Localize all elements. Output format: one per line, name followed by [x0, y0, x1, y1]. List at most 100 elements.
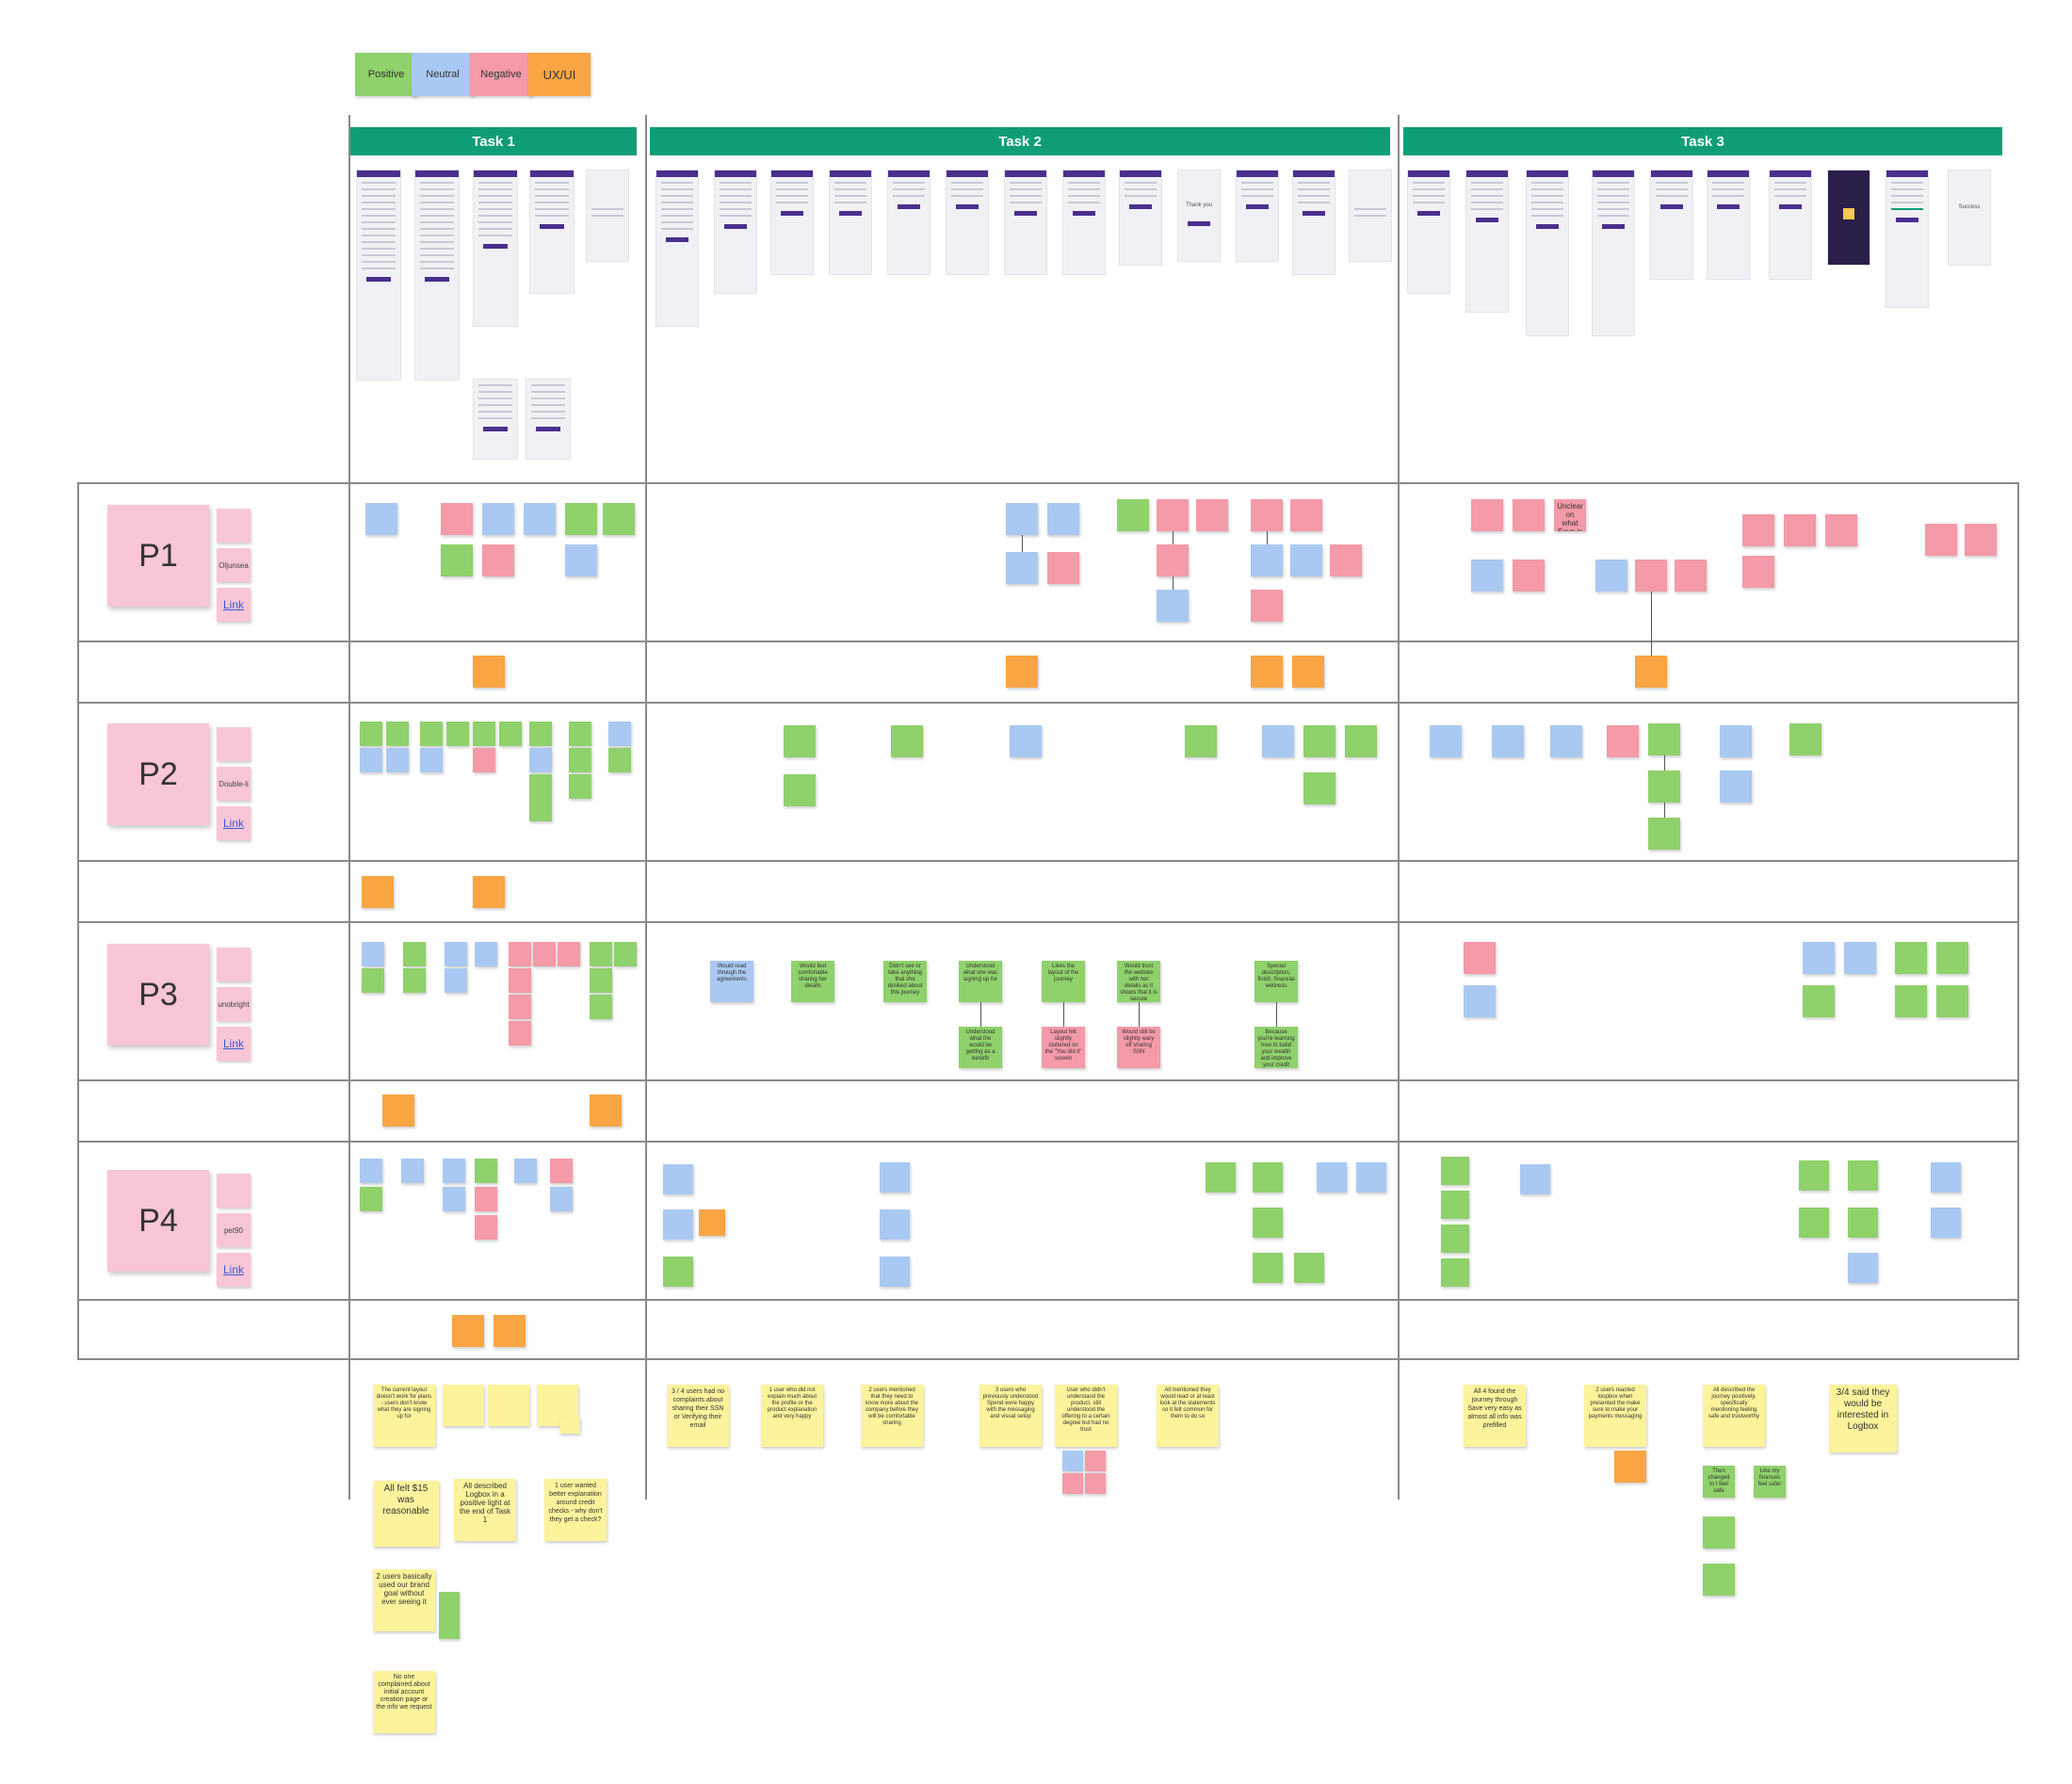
sticky-note — [891, 725, 923, 757]
sticky-note — [1290, 544, 1322, 576]
p4-recording-link[interactable]: Link — [217, 1253, 251, 1287]
sticky-note — [362, 942, 384, 966]
sticky-note-layout-cluttered: Layout felt slightly cluttered on the "Y… — [1042, 1027, 1085, 1068]
legend-positive: Positive — [355, 53, 417, 96]
sticky-note — [401, 1159, 424, 1183]
connector — [1664, 755, 1665, 770]
sticky-note — [1703, 1564, 1735, 1596]
sticky-note — [360, 722, 382, 746]
sticky-note — [1742, 514, 1774, 546]
p3-recording-link[interactable]: Link — [217, 1027, 251, 1061]
sticky-note — [1825, 514, 1857, 546]
summary-task2-didnt-understand: User who didn't understand the product, … — [1055, 1385, 1117, 1447]
sticky-note — [1520, 1164, 1550, 1194]
row-divider-9 — [77, 1358, 2019, 1360]
sticky-note — [1848, 1208, 1878, 1238]
p2-demographic — [217, 727, 251, 761]
sticky-note — [1290, 499, 1322, 531]
summary-task3-interested: 3/4 said they would be interested in Log… — [1829, 1385, 1897, 1452]
task2-screen-10: Thank you — [1177, 170, 1221, 262]
task2-screen-3 — [770, 170, 814, 275]
p2-recording-link[interactable]: Link — [217, 806, 251, 840]
sticky-note — [1703, 1516, 1735, 1549]
task-2-header: Task 2 — [650, 127, 1390, 155]
sticky-note — [1345, 725, 1377, 757]
sticky-note — [614, 942, 637, 966]
sticky-note — [565, 544, 597, 576]
sticky-note — [550, 1159, 573, 1183]
summary-task3-journey: All 4 found the journey through Save ver… — [1464, 1385, 1526, 1447]
task3-screen-8 — [1827, 170, 1870, 266]
p1-demographic — [217, 509, 251, 543]
sticky-note — [1117, 499, 1149, 531]
summary-note — [443, 1385, 484, 1426]
task3-screen-6 — [1707, 170, 1750, 280]
sticky-note — [475, 942, 497, 966]
task2-screen-9 — [1119, 170, 1162, 266]
summary-task1-brand-goal: 2 users basically used our brand goal wi… — [373, 1569, 435, 1631]
p1-username: Oljunsea — [217, 548, 251, 582]
sticky-note-didnt-see: Didn't see or take anything that she dis… — [883, 961, 927, 1002]
sticky-note — [1253, 1162, 1283, 1192]
sticky-note — [1848, 1160, 1878, 1191]
sticky-note-felt-comfortable: Would feel comfortable sharing her detai… — [791, 961, 834, 1002]
sticky-note — [1047, 503, 1079, 535]
sticky-note — [1085, 1473, 1106, 1494]
sticky-note — [482, 503, 514, 535]
task2-screen-4 — [829, 170, 872, 275]
sticky-note — [1784, 514, 1816, 546]
sticky-note — [475, 1187, 497, 1211]
sticky-note-wary-ssn: Would still be slightly wary off sharing… — [1117, 1027, 1160, 1068]
sticky-note — [529, 748, 552, 772]
task2-screen-8 — [1062, 170, 1106, 275]
sticky-note — [445, 968, 467, 993]
connector — [1022, 535, 1023, 552]
task1-screen-7 — [526, 379, 571, 460]
sticky-note — [473, 876, 505, 908]
sticky-note — [1441, 1191, 1469, 1219]
sticky-note — [514, 1159, 537, 1183]
sticky-note — [1251, 544, 1283, 576]
summary-task2-ssn: 3 / 4 users had no complaints about shar… — [667, 1385, 729, 1447]
sticky-note — [1330, 544, 1362, 576]
sticky-note — [565, 503, 597, 535]
summary-task2-previously: 3 users who previously understood Spend … — [979, 1385, 1042, 1447]
summary-task1-no-complaints: No one complained about initial account … — [373, 1671, 435, 1733]
sticky-note — [1251, 656, 1283, 688]
sticky-note — [569, 722, 591, 746]
sticky-note — [1251, 590, 1283, 622]
sticky-note — [529, 722, 552, 746]
task1-screen-3 — [473, 170, 518, 327]
connector — [980, 1002, 981, 1027]
sticky-note — [1936, 985, 1968, 1017]
sticky-note — [1931, 1208, 1961, 1238]
sticky-note — [1157, 544, 1189, 576]
sticky-note — [603, 503, 635, 535]
summary-note — [488, 1385, 529, 1426]
participant-p1: P1 — [107, 505, 209, 607]
sticky-note — [1294, 1253, 1324, 1283]
summary-task1-price: All felt $15 was reasonable — [373, 1481, 439, 1547]
sticky-note — [482, 544, 514, 576]
sticky-note — [446, 722, 469, 746]
task-3-header: Task 3 — [1403, 127, 2002, 155]
connector — [1173, 531, 1174, 544]
sticky-note — [663, 1164, 693, 1194]
connector — [1139, 1002, 1140, 1027]
connector — [1063, 1002, 1064, 1027]
sticky-note — [1085, 1451, 1106, 1471]
sticky-note — [1789, 723, 1821, 755]
sticky-note — [1720, 770, 1752, 803]
sticky-note — [494, 1315, 526, 1347]
sticky-note-website-trust: Would trust the website with her details… — [1117, 961, 1160, 1002]
sticky-note — [1253, 1208, 1283, 1238]
sticky-note — [1251, 499, 1283, 531]
sticky-note — [509, 942, 531, 966]
p1-recording-link[interactable]: Link — [217, 588, 251, 622]
sticky-note — [1925, 524, 1957, 556]
sticky-note — [473, 656, 505, 688]
sticky-note — [1047, 552, 1079, 584]
sticky-note — [360, 1159, 382, 1183]
sticky-note — [1965, 524, 1997, 556]
